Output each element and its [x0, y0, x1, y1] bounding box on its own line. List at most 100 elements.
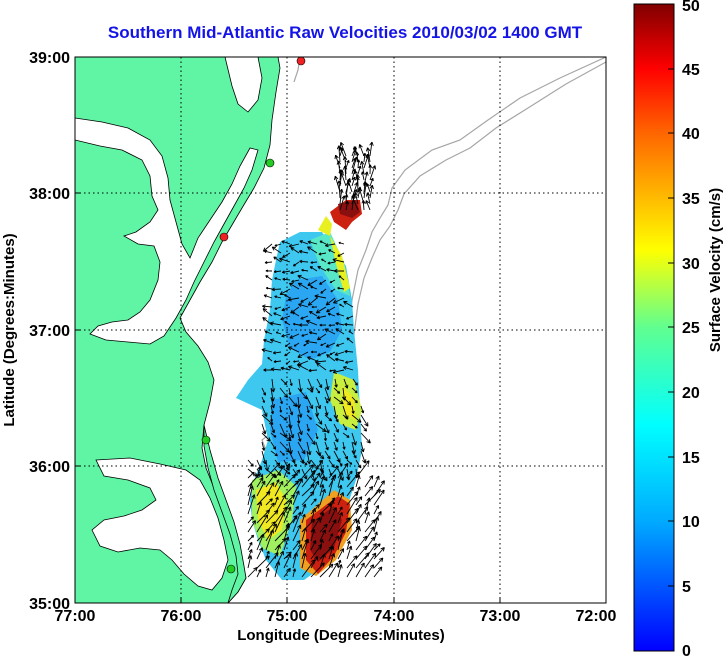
current-arrow [333, 414, 339, 423]
current-arrow [265, 269, 273, 273]
current-arrow [351, 176, 356, 187]
current-arrow [310, 350, 318, 354]
current-arrow [355, 545, 368, 560]
colorbar-tick-label: 30 [682, 256, 700, 273]
colorbar-tick-label: 15 [682, 450, 700, 467]
current-arrow [373, 566, 383, 578]
current-arrow [265, 509, 279, 524]
current-arrow [336, 180, 342, 199]
current-arrow [298, 303, 309, 308]
current-arrow [283, 480, 300, 497]
current-arrow [290, 270, 300, 275]
current-arrow [356, 159, 361, 169]
current-arrow [324, 396, 329, 404]
current-arrow [247, 516, 254, 524]
current-arrow [263, 338, 273, 344]
current-arrow [270, 405, 275, 415]
current-arrow [319, 488, 326, 506]
current-arrow [310, 517, 321, 533]
current-arrow [315, 387, 321, 394]
current-arrow [337, 506, 343, 515]
current-arrow [337, 471, 344, 488]
current-arrow [274, 561, 281, 578]
current-arrow [263, 249, 273, 254]
current-arrow [328, 533, 334, 542]
current-arrow [308, 331, 318, 335]
current-arrow [340, 172, 347, 187]
current-arrow [342, 423, 348, 431]
current-arrow [261, 348, 273, 353]
current-arrow [346, 497, 358, 515]
current-arrow [351, 423, 358, 429]
current-arrow [351, 414, 362, 423]
current-arrow [247, 520, 256, 533]
current-arrow [368, 164, 373, 175]
colorbar-tick-label: 25 [682, 320, 700, 337]
current-arrow [373, 480, 385, 497]
current-arrow [307, 297, 318, 306]
current-arrow [283, 473, 297, 488]
current-arrow [307, 246, 318, 254]
current-arrow [298, 249, 309, 254]
current-arrow [269, 321, 282, 326]
current-arrow [324, 243, 336, 248]
current-arrow [328, 499, 335, 515]
current-arrow [345, 200, 350, 211]
current-arrow [326, 268, 336, 272]
current-arrow [346, 491, 359, 506]
current-arrow [307, 240, 318, 245]
current-arrow [324, 423, 330, 434]
current-arrow [339, 188, 344, 205]
current-arrow [300, 297, 309, 303]
current-arrow [288, 405, 294, 416]
delaware-bay [224, 57, 263, 113]
current-arrow [348, 330, 354, 335]
current-arrow [360, 441, 365, 453]
current-arrow [338, 275, 345, 281]
pamlico-sound [91, 457, 229, 591]
current-arrow [346, 337, 354, 344]
current-arrow [345, 159, 350, 169]
current-arrow [265, 523, 277, 542]
current-arrow [305, 339, 318, 344]
current-arrow [273, 256, 282, 263]
current-arrow [283, 499, 292, 515]
current-arrow [324, 450, 331, 460]
current-arrow [355, 552, 370, 569]
current-arrow [315, 423, 327, 433]
y-tick-label: 39:00 [29, 50, 70, 67]
current-arrow [320, 288, 327, 294]
current-arrow [292, 261, 300, 267]
current-arrow [270, 450, 278, 457]
current-arrow [316, 333, 327, 341]
current-arrow [363, 182, 368, 199]
current-arrow [282, 277, 291, 281]
y-tick-label: 37:00 [29, 323, 70, 340]
current-arrow [355, 496, 363, 506]
current-arrow [292, 478, 303, 497]
current-arrow [256, 514, 269, 533]
current-arrow [265, 473, 276, 488]
current-arrow [324, 414, 333, 422]
current-arrow [247, 485, 254, 506]
current-arrow [319, 279, 327, 285]
current-arrow [308, 310, 318, 317]
current-arrow [333, 423, 339, 433]
current-arrow [261, 405, 268, 418]
current-arrow [346, 555, 358, 569]
y-tick-label: 38:00 [29, 186, 70, 203]
outer-banks [203, 424, 247, 603]
current-arrow [273, 270, 282, 274]
current-arrow [288, 243, 300, 248]
current-arrow [306, 396, 314, 410]
chesapeake-bay [75, 117, 259, 345]
current-arrow [265, 275, 273, 281]
current-arrow [339, 303, 345, 308]
current-arrow [319, 563, 334, 578]
current-arrow [323, 432, 328, 442]
current-arrow [281, 333, 291, 338]
velocity-patch [338, 200, 360, 218]
x-tick-label: 73:00 [480, 608, 521, 625]
current-arrow [333, 441, 338, 451]
